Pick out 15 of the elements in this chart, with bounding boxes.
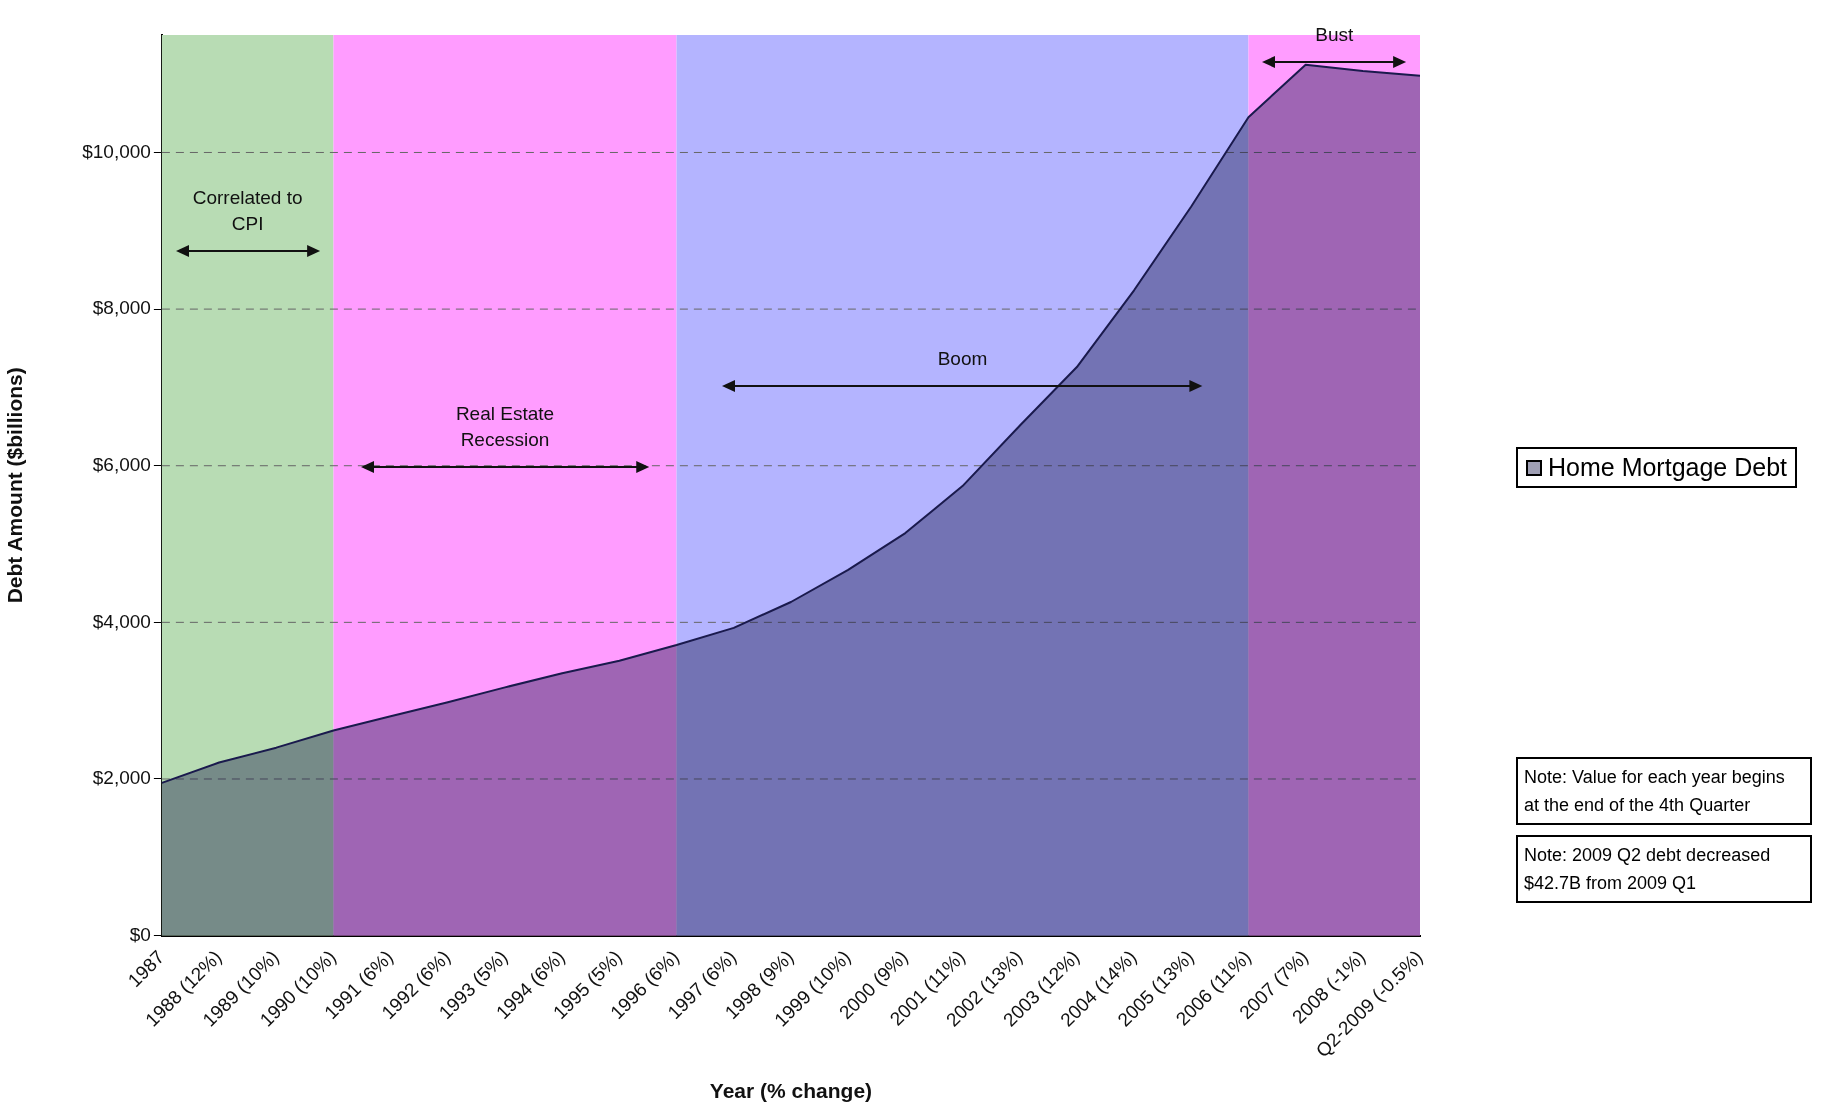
y-tick-label: $2,000	[92, 767, 151, 789]
y-tick-label: $10,000	[82, 140, 151, 162]
y-tick-label: $4,000	[92, 610, 151, 632]
text: Note: Value for each year begins at the end of the 4th Quarter	[1516, 757, 1812, 825]
y-axis-title: Debt Amount ($billions)	[3, 367, 27, 604]
band-label: Correlated to CPI	[191, 186, 304, 237]
y-tick-label: $0	[129, 923, 151, 945]
legend-label: Home Mortgage Debt	[1548, 453, 1788, 482]
y-tick-label: $8,000	[92, 297, 151, 319]
band-label: Real Estate Recession	[454, 402, 556, 453]
y-tick-label: $6,000	[92, 453, 151, 475]
band-label: Bust	[1315, 23, 1354, 47]
band-label: Boom	[937, 347, 988, 372]
text: Note: 2009 Q2 debt decreased $42.7B from 2009 Q1	[1516, 835, 1812, 903]
x-axis-title: Year (% change)	[709, 1079, 873, 1103]
